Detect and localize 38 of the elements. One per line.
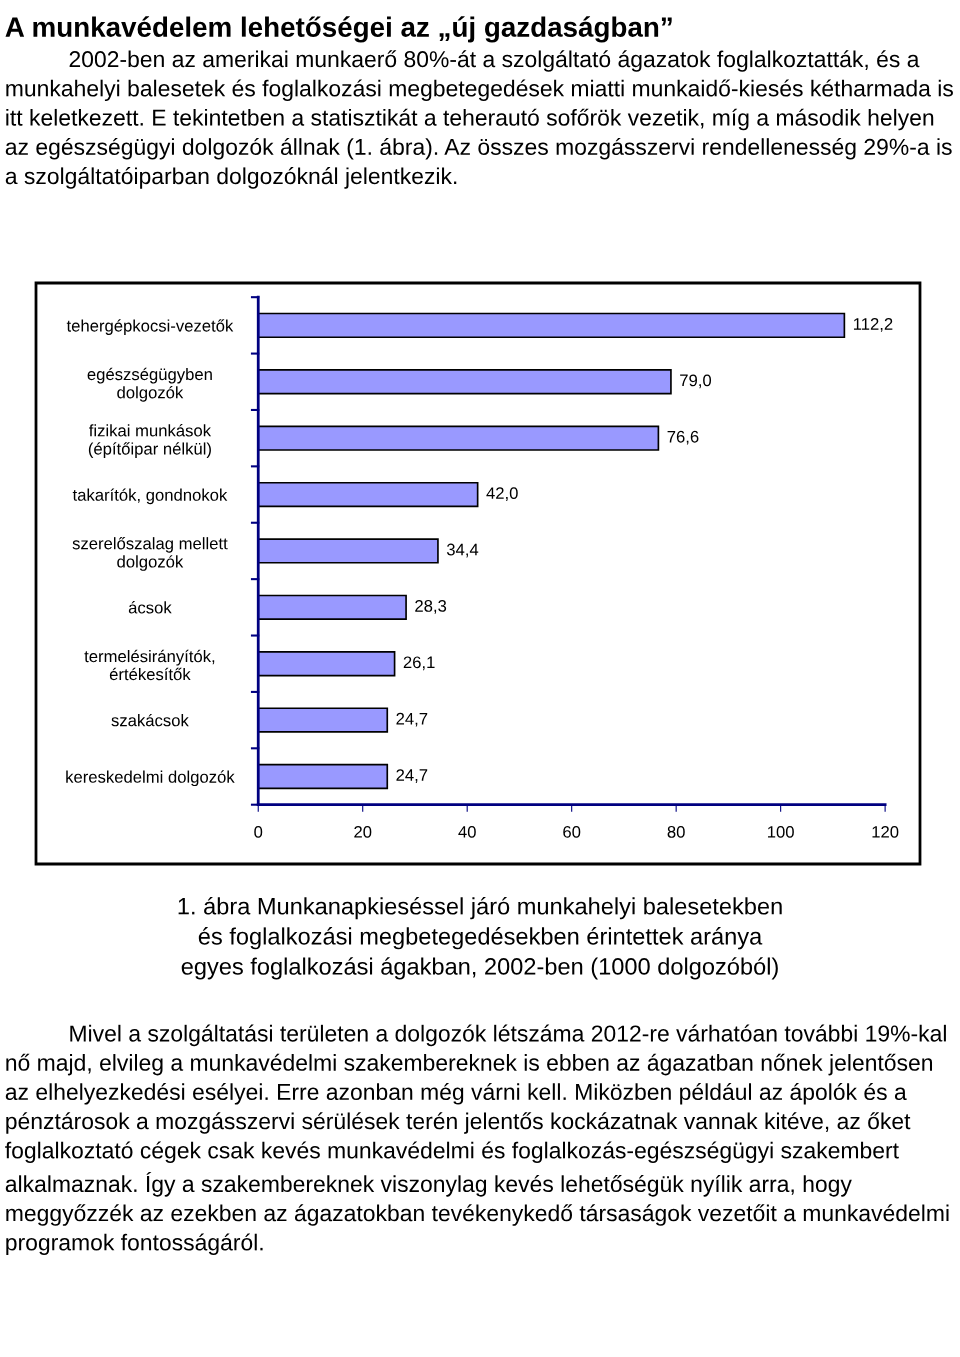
bar (258, 594, 407, 621)
data-label: 79,0 (680, 374, 712, 389)
x-tick-label: 60 (563, 825, 581, 838)
data-label: 42,0 (486, 487, 518, 501)
chart-title: A munkavédelem lehetőségei az „új gazdaságban” (5, 16, 672, 43)
data-label: 26,1 (403, 656, 435, 671)
x-tick-label: 100 (768, 825, 794, 838)
y-tick-label: fizikai munkások (építőipar nélkül) (88, 424, 212, 458)
bar (258, 763, 389, 790)
y-tick-label: termelésirányítók, értékesítők (84, 649, 215, 681)
y-tick-label: szakácsok (111, 713, 189, 727)
text: 2002-ben az amerikai munkaerő 80%-át a szolgáltató ágazatok foglalkoztatták, és a munkahelyi balesetek és foglalkozási megbetegedések miatti munkaidő-kiesés kétharmada is itt keletkezett. E tekintetben a statisztikát a teherautó sofőrök vezetik, míg a második helyen az egészségügyi dolgozók állnak (1. ábra). Az összes mozgásszervi rendellenesség 29%-a is a szolgáltatóiparban dolgozóknál jelentkezik. (5, 50, 953, 189)
data-label: 34,4 (446, 543, 479, 558)
y-tick-label: egészségügyben dolgozók (87, 367, 212, 402)
data-label: 24,7 (396, 712, 428, 727)
x-tick-label: 40 (458, 825, 476, 838)
data-label: 76,6 (667, 430, 699, 445)
bar (258, 425, 660, 451)
x-tick-label: 120 (872, 825, 899, 838)
y-tick-label: ácsok (128, 601, 172, 614)
text: Mivel a szolgáltatási területen a dolgozók létszáma 2012-re várhatóan további 19%-kal nő majd, elvileg a munkavédelmi szakembereknek is ebben az ágazatban nőnek jelentősen az elhelyezkedési esélyei. Erre azonban még várni kell. Miközben például az ápolók és a pénztárosok a mozgásszervi sérülések terén jelentős kockázatnak vannak kitéve, az őket foglalkoztató cégek csak kevés munkavédelmi és foglalkozás-egészségügyi szakembert alkalmaznak. Így a szakembereknek viszonylag kevés lehetőségük nyílik arra, hogy meggyőzzék az ezekben az ágazatokban tevékenykedő társaságok vezetőit a munkavédelmi programok fontosságáról. (5, 1024, 949, 1256)
text: 1. ábra Munkanapkieséssel járó munkahelyi balesetekben és foglalkozási megbetegedésekben érintettek aránya egyes foglalkozási ágakban, 2002-ben (1000 dolgozóból) (178, 896, 782, 980)
bar (258, 707, 389, 733)
data-label: 24,7 (396, 769, 428, 783)
bar (258, 481, 479, 508)
y-tick-label: tehergépkocsi-vezetők (66, 319, 234, 335)
y-tick-label: takarítók, gondnokok (72, 488, 228, 505)
y-tick-label: szerelőszalag mellett dolgozók (72, 536, 228, 571)
x-tick-label: 20 (354, 825, 372, 838)
bar (258, 369, 672, 395)
data-label: 112,2 (853, 318, 893, 332)
x-tick-label: 80 (667, 825, 685, 838)
x-tick-label: 0 (254, 825, 263, 838)
y-tick-label: kereskedelmi dolgozók (66, 770, 235, 787)
data-label: 28,3 (415, 600, 447, 614)
bar (258, 651, 396, 677)
bar (258, 312, 846, 339)
bar (258, 538, 439, 564)
